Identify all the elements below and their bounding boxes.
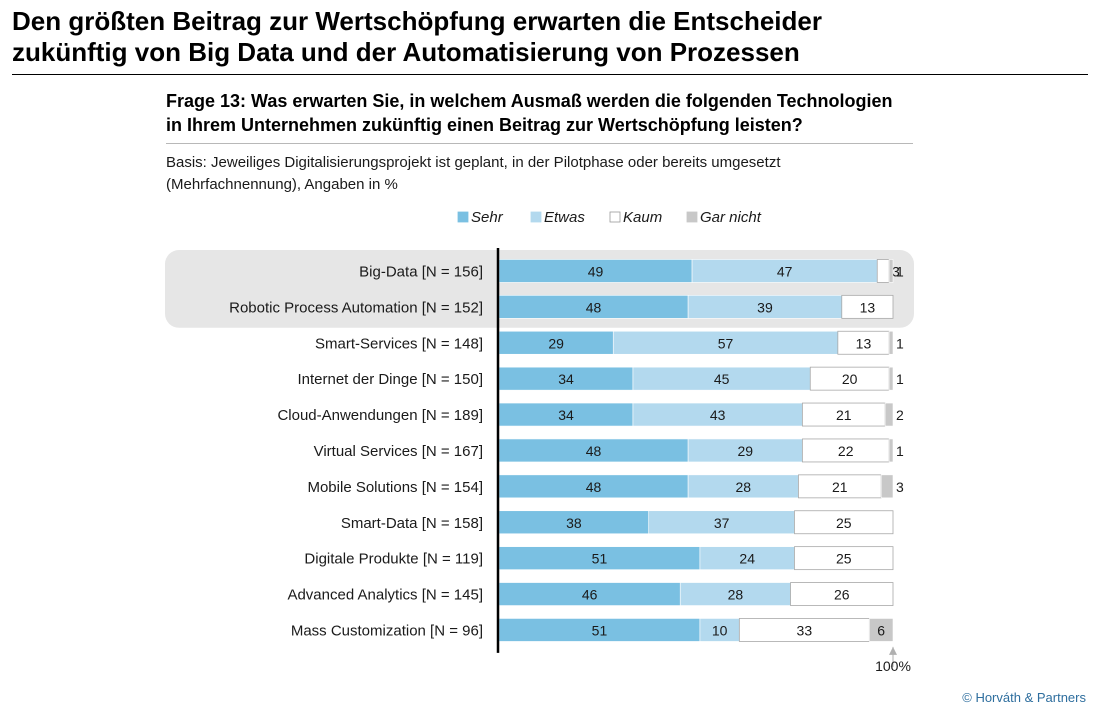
category-label-mass-customization-n-96: Mass Customization [N = 96] <box>291 622 483 639</box>
data-label-sehr-cloud-anwendungen-n-189: 34 <box>558 407 574 423</box>
data-label-gar-nicht-internet-der-dinge-n-150: 1 <box>896 371 904 387</box>
copyright-note: © Horváth & Partners <box>962 690 1086 705</box>
bar-gar-nicht-mass-customization-n-96 <box>869 618 894 642</box>
data-label-kaum-big-data-n-156: 3 <box>892 263 900 279</box>
bar-gar-nicht-big-data-n-156 <box>888 259 894 283</box>
legend-swatch-sehr <box>457 211 469 223</box>
bar-kaum-advanced-analytics-n-145 <box>790 582 894 606</box>
bar-gar-nicht-mobile-solutions-n-154 <box>880 474 894 499</box>
data-label-etwas-advanced-analytics-n-145: 28 <box>728 587 744 603</box>
data-label-gar-nicht-cloud-anwendungen-n-189: 2 <box>896 407 904 423</box>
data-label-kaum-smart-data-n-158: 25 <box>836 515 852 531</box>
basis-line-1: Basis: Jeweiliges Digitalisierungsprojek… <box>166 154 781 171</box>
data-label-kaum-mobile-solutions-n-154: 21 <box>832 479 848 495</box>
legend-swatch-gar-nicht <box>686 211 698 223</box>
legend-label-sehr: Sehr <box>471 209 504 226</box>
data-label-etwas-cloud-anwendungen-n-189: 43 <box>710 407 726 423</box>
bar-gar-nicht-cloud-anwendungen-n-189 <box>884 402 894 427</box>
legend-label-kaum: Kaum <box>623 209 662 226</box>
category-label-smart-services-n-148: Smart-Services [N = 148] <box>315 335 483 352</box>
category-label-advanced-analytics-n-145: Advanced Analytics [N = 145] <box>287 587 483 604</box>
category-label-mobile-solutions-n-154: Mobile Solutions [N = 154] <box>307 479 483 496</box>
legend-label-etwas: Etwas <box>544 209 585 226</box>
question: Frage 13: Was erwarten Sie, in welchem A… <box>166 89 986 137</box>
data-label-kaum-virtual-services-n-167: 22 <box>838 443 854 459</box>
question-line-2: in Ihrem Unternehmen zukünftig einen Bei… <box>166 115 803 135</box>
headline: Den größten Beitrag zur Wertschöpfung er… <box>12 6 1088 68</box>
category-label-virtual-services-n-167: Virtual Services [N = 167] <box>314 443 483 460</box>
data-label-etwas-big-data-n-156: 47 <box>777 263 793 279</box>
data-label-kaum-digitale-produkte-n-119: 25 <box>836 551 852 567</box>
data-label-kaum-mass-customization-n-96: 33 <box>797 622 813 638</box>
data-label-kaum-smart-services-n-148: 13 <box>856 335 872 351</box>
data-label-sehr-internet-der-dinge-n-150: 34 <box>558 371 574 387</box>
data-label-etwas-virtual-services-n-167: 29 <box>737 443 753 459</box>
data-label-gar-nicht-big-data-n-156: 1 <box>896 263 904 279</box>
data-label-etwas-robotic-process-automation-n-152: 39 <box>757 299 773 315</box>
bar-kaum-digitale-produkte-n-119 <box>794 546 894 571</box>
category-label-big-data-n-156: Big-Data [N = 156] <box>359 263 483 280</box>
data-label-gar-nicht-smart-services-n-148: 1 <box>896 335 904 351</box>
data-label-sehr-mobile-solutions-n-154: 48 <box>586 479 602 495</box>
data-label-sehr-digitale-produkte-n-119: 51 <box>592 551 608 567</box>
category-label-digitale-produkte-n-119: Digitale Produkte [N = 119] <box>304 551 483 568</box>
bar-kaum-big-data-n-156 <box>876 259 890 283</box>
bar-gar-nicht-virtual-services-n-167 <box>888 438 894 463</box>
data-label-sehr-smart-services-n-148: 29 <box>548 335 564 351</box>
category-label-smart-data-n-158: Smart-Data [N = 158] <box>341 515 483 532</box>
data-label-etwas-digitale-produkte-n-119: 24 <box>739 551 755 567</box>
headline-line-2: zukünftig von Big Data und der Automatis… <box>12 37 800 67</box>
data-label-etwas-smart-data-n-158: 37 <box>714 515 730 531</box>
data-label-etwas-mass-customization-n-96: 10 <box>712 622 728 638</box>
data-label-etwas-internet-der-dinge-n-150: 45 <box>714 371 730 387</box>
data-label-gar-nicht-mass-customization-n-96: 6 <box>877 622 885 638</box>
x-end-label: 100% <box>875 658 911 674</box>
data-label-etwas-smart-services-n-148: 57 <box>718 335 734 351</box>
bar-gar-nicht-smart-services-n-148 <box>888 330 894 355</box>
legend-swatch-kaum <box>609 211 621 223</box>
question-line-1: Frage 13: Was erwarten Sie, in welchem A… <box>166 91 893 111</box>
bar-kaum-robotic-process-automation-n-152 <box>841 294 894 319</box>
legend-swatch-etwas <box>530 211 542 223</box>
category-label-robotic-process-automation-n-152: Robotic Process Automation [N = 152] <box>229 299 483 316</box>
data-label-sehr-mass-customization-n-96: 51 <box>592 622 608 638</box>
data-label-sehr-big-data-n-156: 49 <box>588 263 604 279</box>
data-label-kaum-internet-der-dinge-n-150: 20 <box>842 371 858 387</box>
legend-label-gar-nicht: Gar nicht <box>700 209 762 226</box>
data-label-sehr-advanced-analytics-n-145: 46 <box>582 587 598 603</box>
end-marker-arrow <box>889 646 897 655</box>
question-divider <box>166 143 913 144</box>
basis-note: Basis: Jeweiliges Digitalisierungsprojek… <box>166 152 926 196</box>
category-label-cloud-anwendungen-n-189: Cloud-Anwendungen [N = 189] <box>277 407 483 424</box>
category-label-internet-der-dinge-n-150: Internet der Dinge [N = 150] <box>297 371 483 388</box>
data-label-sehr-smart-data-n-158: 38 <box>566 515 582 531</box>
data-label-sehr-virtual-services-n-167: 48 <box>586 443 602 459</box>
bar-kaum-smart-data-n-158 <box>794 510 894 535</box>
data-label-sehr-robotic-process-automation-n-152: 48 <box>586 299 602 315</box>
data-label-kaum-cloud-anwendungen-n-189: 21 <box>836 407 852 423</box>
data-label-kaum-robotic-process-automation-n-152: 13 <box>860 299 876 315</box>
bar-gar-nicht-internet-der-dinge-n-150 <box>888 366 894 391</box>
headline-line-1: Den größten Beitrag zur Wertschöpfung er… <box>12 6 822 36</box>
data-label-gar-nicht-mobile-solutions-n-154: 3 <box>896 479 904 495</box>
data-label-kaum-advanced-analytics-n-145: 26 <box>834 587 850 603</box>
basis-line-2: (Mehrfachnennung), Angaben in % <box>166 176 398 193</box>
data-label-gar-nicht-virtual-services-n-167: 1 <box>896 443 904 459</box>
data-label-etwas-mobile-solutions-n-154: 28 <box>735 479 751 495</box>
headline-divider <box>12 74 1088 75</box>
